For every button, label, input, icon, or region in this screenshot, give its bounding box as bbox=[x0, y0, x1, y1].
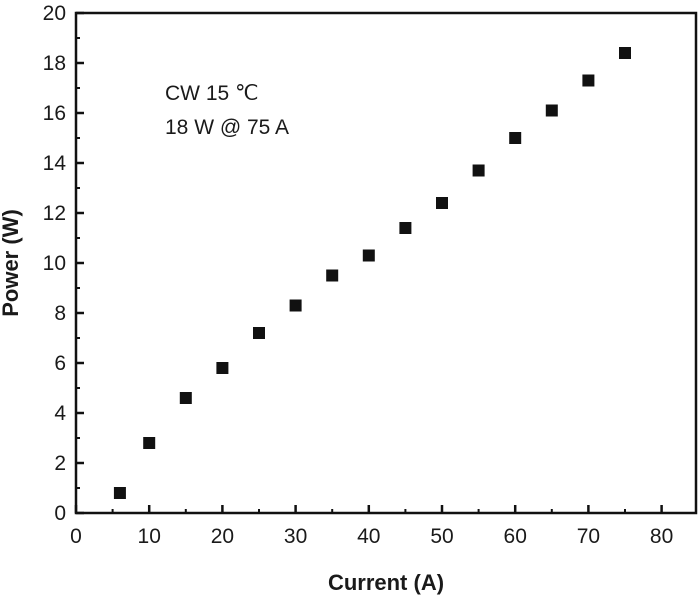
plot-frame bbox=[74, 11, 698, 515]
y-tick-label: 20 bbox=[43, 2, 66, 25]
data-point bbox=[113, 487, 126, 499]
y-tick-label: 0 bbox=[54, 502, 66, 525]
y-axis-label: Power (W) bbox=[0, 209, 23, 317]
data-point bbox=[582, 74, 595, 87]
x-tick-label: 50 bbox=[430, 525, 453, 548]
data-point bbox=[436, 197, 448, 209]
data-point bbox=[216, 362, 229, 374]
annotation-line-2: 18 W @ 75 A bbox=[165, 116, 289, 139]
data-point bbox=[143, 437, 156, 449]
y-tick-label: 2 bbox=[54, 452, 66, 475]
y-tick-label: 12 bbox=[43, 202, 66, 225]
x-tick-label: 70 bbox=[577, 525, 600, 548]
annotation-line-1: CW 15 ℃ bbox=[165, 82, 259, 105]
x-tick-label: 60 bbox=[504, 525, 527, 548]
data-point bbox=[545, 104, 558, 117]
x-tick-label: 30 bbox=[284, 525, 307, 548]
y-tick-label: 4 bbox=[54, 402, 66, 425]
data-point bbox=[362, 249, 375, 262]
y-tick-label: 18 bbox=[43, 52, 66, 75]
data-point bbox=[326, 269, 339, 282]
x-tick-label: 80 bbox=[650, 525, 673, 548]
data-point bbox=[619, 47, 631, 59]
x-tick-label: 0 bbox=[70, 525, 82, 548]
y-tick-label: 14 bbox=[43, 152, 67, 175]
y-tick-label: 8 bbox=[54, 302, 66, 325]
x-tick-label: 10 bbox=[138, 525, 161, 548]
data-point bbox=[509, 132, 522, 144]
data-point bbox=[179, 392, 192, 404]
y-tick-label: 16 bbox=[43, 102, 66, 125]
data-point bbox=[289, 299, 302, 312]
x-tick-label: 40 bbox=[357, 525, 380, 548]
y-tick-label: 10 bbox=[43, 252, 66, 275]
data-point bbox=[253, 327, 265, 339]
x-tick-label: 20 bbox=[211, 525, 234, 548]
x-axis-label: Current (A) bbox=[328, 570, 444, 595]
y-tick-label: 6 bbox=[54, 352, 66, 375]
data-point bbox=[399, 222, 412, 234]
data-point bbox=[472, 164, 485, 177]
